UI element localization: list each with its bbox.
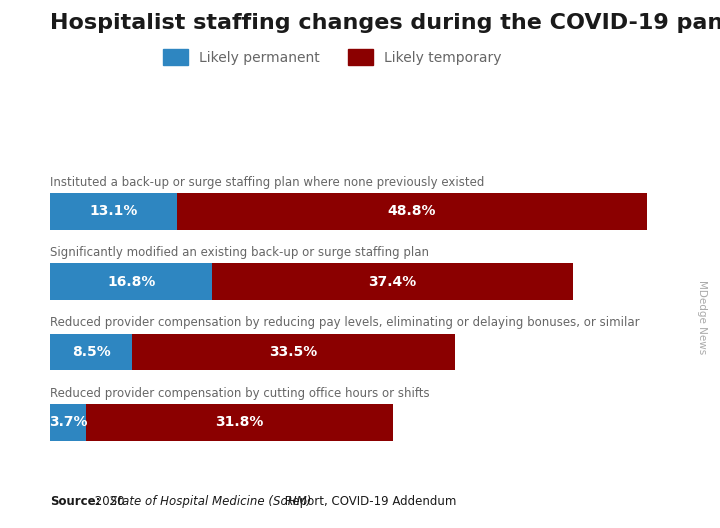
Text: Source:: Source: bbox=[50, 495, 101, 508]
Text: MDedge News: MDedge News bbox=[697, 280, 707, 354]
Bar bbox=[50, 193, 176, 230]
Text: State of Hospital Medicine (SoHM): State of Hospital Medicine (SoHM) bbox=[110, 495, 312, 508]
Legend: Likely permanent, Likely temporary: Likely permanent, Likely temporary bbox=[163, 49, 501, 65]
Text: 37.4%: 37.4% bbox=[369, 275, 417, 289]
Text: 13.1%: 13.1% bbox=[89, 204, 138, 218]
Text: Reduced provider compensation by reducing pay levels, eliminating or delaying bo: Reduced provider compensation by reducin… bbox=[50, 316, 640, 329]
Bar bbox=[132, 334, 455, 370]
Bar bbox=[50, 263, 212, 300]
Text: 16.8%: 16.8% bbox=[107, 275, 156, 289]
Text: 2020: 2020 bbox=[91, 495, 129, 508]
Text: 31.8%: 31.8% bbox=[215, 416, 264, 429]
Bar bbox=[176, 193, 647, 230]
Text: Report, COVID-19 Addendum: Report, COVID-19 Addendum bbox=[281, 495, 456, 508]
Bar bbox=[86, 404, 392, 441]
Text: 48.8%: 48.8% bbox=[387, 204, 436, 218]
Text: Reduced provider compensation by cutting office hours or shifts: Reduced provider compensation by cutting… bbox=[50, 387, 430, 400]
Text: 8.5%: 8.5% bbox=[72, 345, 111, 359]
Text: Significantly modified an existing back-up or surge staffing plan: Significantly modified an existing back-… bbox=[50, 246, 429, 259]
Text: 3.7%: 3.7% bbox=[49, 416, 87, 429]
Text: 33.5%: 33.5% bbox=[269, 345, 318, 359]
Bar bbox=[50, 334, 132, 370]
Text: Hospitalist staffing changes during the COVID-19 pandemic: Hospitalist staffing changes during the … bbox=[50, 13, 720, 33]
Bar bbox=[50, 404, 86, 441]
Text: Instituted a back-up or surge staffing plan where none previously existed: Instituted a back-up or surge staffing p… bbox=[50, 176, 485, 188]
Bar bbox=[212, 263, 572, 300]
